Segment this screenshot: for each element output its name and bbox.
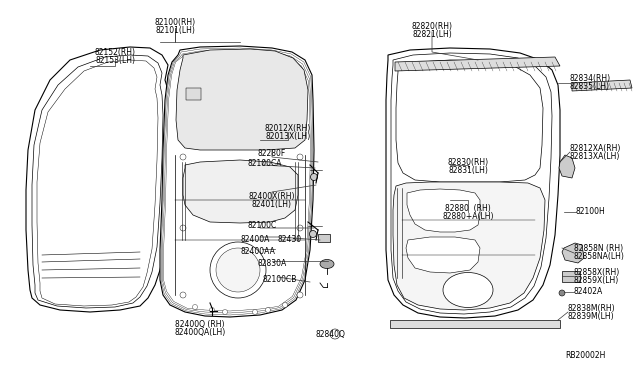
Text: 82100CA: 82100CA xyxy=(248,158,282,167)
Bar xyxy=(318,234,330,242)
Polygon shape xyxy=(559,155,575,178)
Text: 82838M(RH): 82838M(RH) xyxy=(568,304,616,312)
Text: 82821(LH): 82821(LH) xyxy=(412,29,452,38)
Circle shape xyxy=(210,242,266,298)
Circle shape xyxy=(266,308,271,312)
Text: 82280F: 82280F xyxy=(258,148,286,157)
Text: 82834(RH): 82834(RH) xyxy=(570,74,611,83)
Text: 82830(RH): 82830(RH) xyxy=(447,157,488,167)
Text: 82013X(LH): 82013X(LH) xyxy=(266,131,310,141)
Circle shape xyxy=(216,248,260,292)
Circle shape xyxy=(282,302,287,308)
Text: 82400X(RH): 82400X(RH) xyxy=(249,192,295,201)
Text: 82880+A(LH): 82880+A(LH) xyxy=(442,212,493,221)
Text: 82100CB: 82100CB xyxy=(263,276,297,285)
Text: 82153(LH): 82153(LH) xyxy=(95,55,135,64)
Polygon shape xyxy=(183,160,298,223)
Text: 82831(LH): 82831(LH) xyxy=(448,166,488,174)
Text: 82100(RH): 82100(RH) xyxy=(154,17,196,26)
Text: 82820(RH): 82820(RH) xyxy=(412,22,452,31)
Text: 82012X(RH): 82012X(RH) xyxy=(265,124,311,132)
Polygon shape xyxy=(391,53,552,314)
Text: 82858N (RH): 82858N (RH) xyxy=(574,244,623,253)
Bar xyxy=(562,271,580,282)
Circle shape xyxy=(297,154,303,160)
Text: 82402A: 82402A xyxy=(574,288,604,296)
Polygon shape xyxy=(395,57,560,71)
Circle shape xyxy=(223,310,227,314)
Polygon shape xyxy=(176,49,308,150)
Text: 82830A: 82830A xyxy=(257,260,287,269)
Text: 82858NA(LH): 82858NA(LH) xyxy=(574,253,625,262)
Text: 82859X(LH): 82859X(LH) xyxy=(574,276,620,285)
Polygon shape xyxy=(386,48,560,318)
Circle shape xyxy=(180,154,186,160)
Polygon shape xyxy=(406,237,480,273)
Polygon shape xyxy=(562,243,584,263)
Ellipse shape xyxy=(443,273,493,308)
Text: 82400Q (RH): 82400Q (RH) xyxy=(175,321,225,330)
Polygon shape xyxy=(572,80,632,91)
Polygon shape xyxy=(160,46,314,317)
Text: 82401(LH): 82401(LH) xyxy=(252,201,292,209)
Text: 82101(LH): 82101(LH) xyxy=(155,26,195,35)
Circle shape xyxy=(253,310,257,314)
Circle shape xyxy=(310,231,317,237)
Polygon shape xyxy=(396,60,543,182)
Text: 82100H: 82100H xyxy=(576,208,605,217)
Circle shape xyxy=(310,173,317,180)
Text: 82400AA: 82400AA xyxy=(241,247,275,257)
Text: 82858X(RH): 82858X(RH) xyxy=(574,267,620,276)
Text: 82812XA(RH): 82812XA(RH) xyxy=(570,144,621,153)
Text: 82840Q: 82840Q xyxy=(315,330,345,339)
Circle shape xyxy=(180,292,186,298)
Text: 82430: 82430 xyxy=(278,235,302,244)
Circle shape xyxy=(559,290,565,296)
Circle shape xyxy=(180,225,186,231)
Text: 82839M(LH): 82839M(LH) xyxy=(568,312,614,321)
Polygon shape xyxy=(390,320,560,328)
Circle shape xyxy=(209,308,214,312)
Circle shape xyxy=(330,329,340,339)
Text: 82400A: 82400A xyxy=(240,235,269,244)
Polygon shape xyxy=(37,60,158,306)
Bar xyxy=(186,88,201,100)
Circle shape xyxy=(297,292,303,298)
Polygon shape xyxy=(26,47,170,312)
Text: 82100C: 82100C xyxy=(248,221,276,230)
Polygon shape xyxy=(393,182,545,310)
Text: 82152(RH): 82152(RH) xyxy=(95,48,136,57)
Text: 82813XA(LH): 82813XA(LH) xyxy=(570,151,620,160)
Circle shape xyxy=(297,225,303,231)
Ellipse shape xyxy=(320,260,334,269)
Text: 82835(LH): 82835(LH) xyxy=(570,83,610,92)
Text: 82400QA(LH): 82400QA(LH) xyxy=(174,328,226,337)
Text: 82880  (RH): 82880 (RH) xyxy=(445,203,491,212)
Polygon shape xyxy=(407,189,480,232)
Text: RB20002H: RB20002H xyxy=(566,352,606,360)
Polygon shape xyxy=(32,55,163,308)
Circle shape xyxy=(193,305,198,310)
